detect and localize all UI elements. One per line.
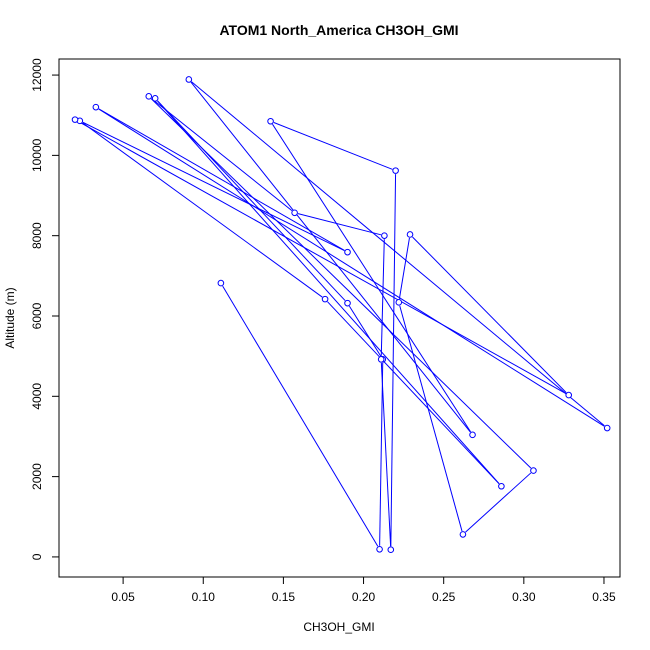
series-line-segment xyxy=(379,362,384,546)
series-line-segment xyxy=(150,98,532,469)
x-tick-label: 0.15 xyxy=(272,590,296,604)
data-point xyxy=(530,467,537,474)
x-tick-label: 0.25 xyxy=(432,590,456,604)
data-point xyxy=(387,546,395,553)
data-point xyxy=(392,167,399,174)
series-line-segment xyxy=(222,285,379,547)
data-point xyxy=(71,116,79,123)
series-line-segment xyxy=(273,122,393,170)
series-line-segment xyxy=(380,239,385,356)
y-axis: 0 2000 4000 6000 8000 10000 12000 xyxy=(30,58,60,560)
data-point xyxy=(376,545,383,553)
x-tick-label: 0.10 xyxy=(192,590,216,604)
data-point xyxy=(565,391,573,399)
series-line-segment xyxy=(190,81,471,433)
series-line-segment xyxy=(412,236,567,393)
x-tick-label: 0.05 xyxy=(111,590,135,604)
data-point xyxy=(395,299,403,306)
data-point xyxy=(291,209,298,217)
y-tick-label: 12000 xyxy=(30,58,44,92)
data-point xyxy=(217,279,225,287)
x-axis-label: CH3OH_GMI xyxy=(303,620,374,634)
series-line-segment xyxy=(157,100,500,484)
series-line-segment xyxy=(191,81,605,427)
data-point xyxy=(603,424,611,432)
y-axis-label: Altitude (m) xyxy=(3,287,17,348)
series-line-segment xyxy=(380,362,392,547)
series-line-segment xyxy=(272,123,472,433)
x-tick-label: 0.35 xyxy=(592,590,616,604)
series-line-segment xyxy=(327,301,500,485)
series-line-segment xyxy=(82,121,345,252)
x-axis: 0.05 0.10 0.15 0.20 0.25 0.30 0.35 xyxy=(111,576,616,604)
data-point xyxy=(92,103,100,111)
data-point xyxy=(321,295,329,303)
series-line-segment xyxy=(297,213,382,236)
series-line-segment xyxy=(465,472,532,533)
series-line-segment xyxy=(399,305,463,532)
series-line-segment xyxy=(157,100,346,301)
data-point xyxy=(498,482,505,490)
series-line-segment xyxy=(98,108,605,427)
series-line-segment xyxy=(77,120,566,394)
y-tick-label: 4000 xyxy=(30,383,44,410)
data-point xyxy=(459,531,467,538)
series-line-segment xyxy=(348,305,382,357)
data-point xyxy=(406,231,414,238)
series-line-segment xyxy=(82,122,323,298)
data-point xyxy=(344,299,351,307)
x-tick-label: 0.30 xyxy=(512,590,536,604)
data-point xyxy=(185,76,193,83)
chart-title: ATOM1 North_America CH3OH_GMI xyxy=(219,22,458,38)
series-line-segment xyxy=(98,108,345,251)
data-point xyxy=(267,117,274,125)
y-tick-label: 8000 xyxy=(30,222,44,249)
data-point xyxy=(344,248,351,256)
data-point xyxy=(469,431,476,439)
series-line-segment xyxy=(398,237,410,299)
data-point xyxy=(377,356,385,363)
series-line-segment xyxy=(390,174,397,547)
y-tick-label: 0 xyxy=(30,553,44,560)
y-tick-label: 2000 xyxy=(30,463,44,490)
data-point xyxy=(381,232,388,239)
data-point xyxy=(145,93,153,100)
data-point xyxy=(151,95,159,102)
series-line-segment xyxy=(151,98,293,212)
y-tick-label: 6000 xyxy=(30,302,44,329)
series-layer xyxy=(71,76,611,553)
x-tick-label: 0.20 xyxy=(352,590,376,604)
y-tick-label: 10000 xyxy=(30,138,44,172)
